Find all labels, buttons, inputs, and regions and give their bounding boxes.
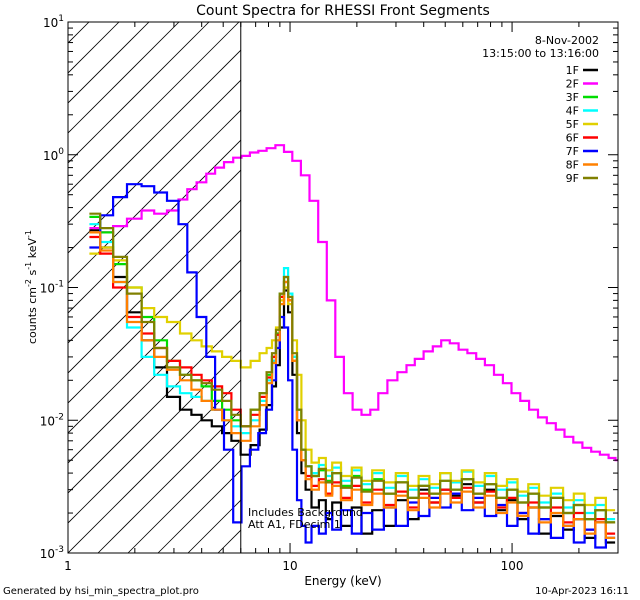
series-line-1f (89, 229, 616, 544)
annotation-attenuator: Att A1, FDecim 1 (248, 518, 341, 531)
series-line-5f (89, 246, 616, 512)
legend-label-3f: 3F (566, 91, 579, 104)
axis-tick-labels: 1 10 100 10-3 10-2 10-1 100 101 (40, 14, 524, 573)
y-tick-label: 10-3 (40, 545, 64, 561)
hatch-line (68, 259, 241, 434)
annotation-background: Includes Background (248, 506, 363, 519)
hatch-line (127, 439, 241, 553)
series-line-9f (89, 212, 616, 524)
series-line-8f (89, 231, 616, 539)
hatch-line (68, 199, 241, 374)
x-tick-label: 100 (501, 559, 524, 573)
x-tick-label: 1 (64, 559, 72, 573)
series-line-6f (89, 235, 616, 535)
legend-label-2f: 2F (566, 78, 579, 91)
chart-title: Count Spectra for RHESSI Front Segments (196, 3, 490, 19)
y-tick-label: 10-1 (40, 280, 64, 296)
series-group (89, 144, 618, 549)
legend-label-9f: 9F (566, 172, 579, 185)
header-time-range: 13:15:00 to 13:16:00 (482, 47, 599, 60)
legend-label-6f: 6F (566, 132, 579, 145)
legend-label-4f: 4F (566, 105, 579, 118)
legend-label-7f: 7F (566, 145, 579, 158)
hatch-line (68, 22, 180, 134)
y-tick-label: 10-2 (40, 412, 64, 428)
header-date: 8-Nov-2002 (535, 34, 599, 47)
footer-timestamp: 10-Apr-2023 16:11 (535, 586, 629, 597)
x-tick-label: 10 (282, 559, 297, 573)
y-tick-label: 101 (43, 14, 64, 30)
series-line-2f (89, 144, 618, 462)
hatch-line (68, 379, 241, 553)
x-axis-label: Energy (keV) (304, 574, 381, 588)
axis-ticks (67, 21, 619, 554)
hatch-line (68, 139, 241, 314)
footer-generated-by: Generated by hsi_min_spectra_plot.pro (3, 586, 199, 597)
y-axis-label: counts cm-2 s-1 keV-1 (24, 230, 39, 344)
legend-label-5f: 5F (566, 118, 579, 131)
hatch-line (68, 319, 241, 494)
hatch-line (68, 22, 240, 194)
hatch-line (68, 22, 210, 164)
legend-label-1f: 1F (566, 64, 579, 77)
legend-label-8f: 8F (566, 159, 579, 172)
hatch-line (68, 79, 241, 254)
hatch-line (68, 349, 241, 524)
series-line-7f (89, 183, 616, 549)
hatch-line (68, 229, 241, 404)
hatch-line (68, 49, 241, 224)
hatch-line (97, 409, 241, 553)
y-tick-label: 100 (43, 147, 64, 163)
